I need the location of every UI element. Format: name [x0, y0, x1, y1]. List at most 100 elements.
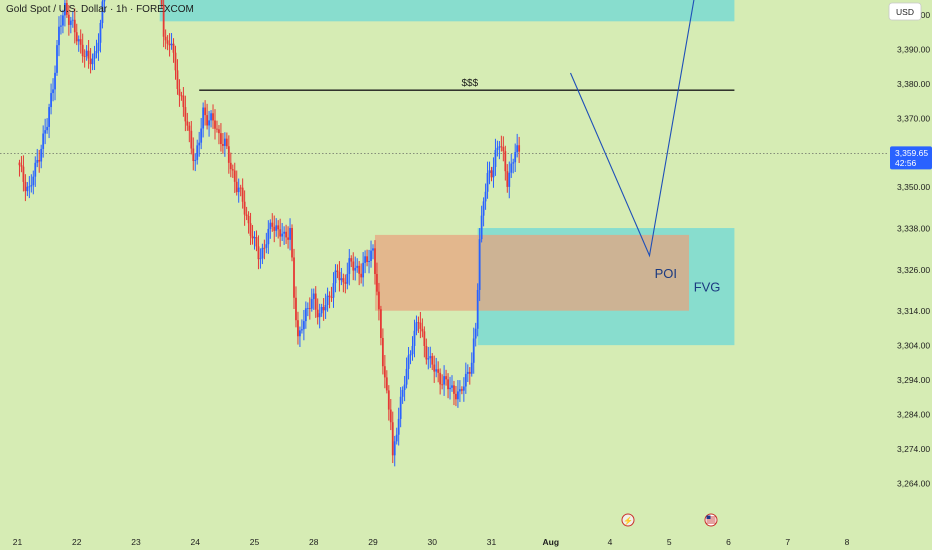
candle-body[interactable] — [459, 389, 461, 392]
candle-body[interactable] — [350, 258, 353, 262]
candle-body[interactable] — [297, 320, 299, 337]
candle-body[interactable] — [474, 328, 477, 339]
candle-body[interactable] — [83, 56, 86, 57]
candle-body[interactable] — [87, 50, 90, 59]
candle-body[interactable] — [376, 273, 378, 292]
candle-body[interactable] — [89, 58, 92, 65]
candle-body[interactable] — [468, 371, 471, 374]
candle-body[interactable] — [196, 145, 199, 160]
candle-body[interactable] — [366, 256, 368, 263]
candle-body[interactable] — [279, 229, 282, 237]
candle-body[interactable] — [71, 19, 74, 21]
candle-body[interactable] — [62, 15, 64, 26]
candle-body[interactable] — [447, 379, 449, 390]
candle-body[interactable] — [54, 72, 56, 90]
candle-body[interactable] — [233, 170, 236, 182]
candle-body[interactable] — [293, 257, 295, 298]
candle-body[interactable] — [312, 293, 315, 300]
candle-body[interactable] — [368, 260, 370, 263]
candle-body[interactable] — [460, 389, 463, 391]
candle-body[interactable] — [318, 313, 321, 318]
candle-body[interactable] — [405, 368, 408, 385]
candle-body[interactable] — [18, 162, 21, 166]
candle-body[interactable] — [516, 145, 519, 153]
candle-body[interactable] — [423, 331, 426, 347]
candle-body[interactable] — [352, 261, 355, 271]
candle-body[interactable] — [239, 187, 242, 189]
candle-body[interactable] — [441, 384, 444, 386]
candle-body[interactable] — [275, 225, 278, 231]
candle-body[interactable] — [204, 107, 207, 116]
candle-body[interactable] — [241, 187, 244, 202]
candle-body[interactable] — [356, 265, 359, 268]
candle-body[interactable] — [223, 138, 226, 146]
candle-body[interactable] — [164, 36, 167, 41]
candle-body[interactable] — [182, 95, 185, 108]
candle-body[interactable] — [210, 113, 212, 121]
candle-body[interactable] — [249, 223, 252, 236]
candle-body[interactable] — [417, 322, 420, 324]
candle-body[interactable] — [453, 385, 455, 394]
candle-body[interactable] — [24, 181, 27, 192]
candle-body[interactable] — [304, 308, 307, 322]
candle-body[interactable] — [464, 373, 467, 387]
candle-body[interactable] — [358, 265, 361, 274]
candle-body[interactable] — [449, 387, 451, 390]
candle-body[interactable] — [451, 385, 453, 388]
price-tag[interactable] — [890, 146, 932, 170]
candle-body[interactable] — [168, 43, 171, 46]
candle-body[interactable] — [510, 163, 513, 173]
candle-body[interactable] — [494, 150, 497, 167]
candle-body[interactable] — [403, 384, 406, 390]
candle-body[interactable] — [188, 125, 191, 131]
candle-body[interactable] — [330, 296, 333, 298]
candle-body[interactable] — [429, 356, 432, 359]
candle-body[interactable] — [273, 226, 276, 231]
candle-body[interactable] — [69, 20, 72, 25]
candle-body[interactable] — [324, 305, 327, 311]
candle-body[interactable] — [445, 376, 447, 380]
candle-body[interactable] — [391, 422, 394, 456]
candle-body[interactable] — [281, 233, 284, 237]
candle-body[interactable] — [202, 107, 205, 129]
candle-body[interactable] — [476, 289, 479, 329]
candle-body[interactable] — [348, 258, 351, 274]
candle-body[interactable] — [162, 4, 165, 37]
candle-body[interactable] — [235, 181, 238, 193]
candle-body[interactable] — [370, 250, 372, 261]
candle-body[interactable] — [184, 107, 187, 122]
candle-body[interactable] — [75, 32, 78, 42]
candle-body[interactable] — [229, 162, 232, 170]
candle-body[interactable] — [214, 120, 216, 129]
candle-body[interactable] — [22, 166, 25, 182]
candle-body[interactable] — [40, 148, 43, 162]
candle-body[interactable] — [362, 262, 365, 278]
candle-body[interactable] — [77, 39, 80, 42]
candle-body[interactable] — [50, 93, 52, 108]
candle-body[interactable] — [192, 148, 195, 161]
candle-body[interactable] — [484, 191, 487, 202]
candle-body[interactable] — [225, 138, 228, 147]
candle-body[interactable] — [431, 356, 434, 365]
lightning-icon[interactable] — [621, 513, 635, 527]
candle-body[interactable] — [46, 126, 49, 131]
candle-body[interactable] — [385, 377, 388, 391]
candle-body[interactable] — [52, 89, 54, 94]
candle-body[interactable] — [28, 186, 31, 188]
candle-body[interactable] — [496, 147, 499, 151]
candle-body[interactable] — [332, 283, 335, 298]
candle-body[interactable] — [415, 322, 418, 331]
candle-body[interactable] — [186, 121, 189, 126]
candle-body[interactable] — [20, 165, 23, 167]
candle-body[interactable] — [482, 201, 485, 216]
candle-body[interactable] — [180, 95, 183, 97]
candle-body[interactable] — [206, 115, 208, 126]
candle-body[interactable] — [433, 364, 436, 372]
candle-body[interactable] — [216, 128, 218, 130]
candle-body[interactable] — [257, 246, 260, 260]
candle-body[interactable] — [508, 172, 511, 187]
candle-body[interactable] — [383, 366, 386, 378]
candle-body[interactable] — [160, 0, 163, 5]
candle-body[interactable] — [314, 293, 317, 310]
